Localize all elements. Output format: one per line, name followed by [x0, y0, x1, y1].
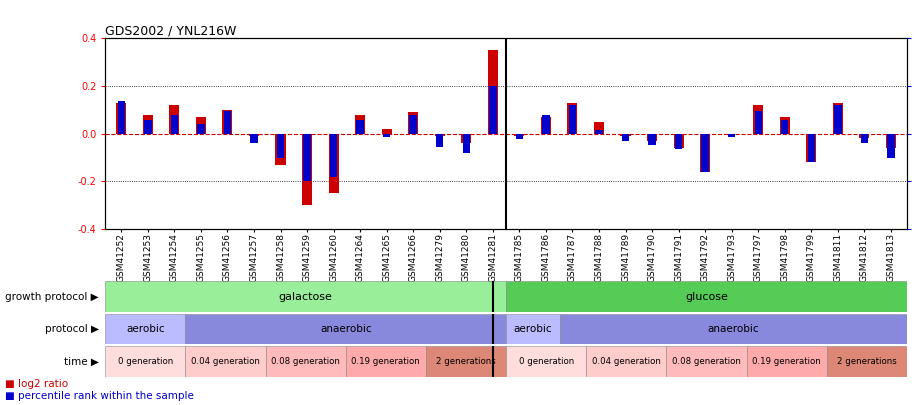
Bar	[143, 115, 153, 134]
Bar	[197, 124, 204, 134]
Text: GDS2002 / YNL216W: GDS2002 / YNL216W	[105, 24, 236, 37]
Bar	[249, 134, 259, 136]
Bar	[506, 314, 560, 344]
Bar	[826, 346, 907, 377]
Bar	[506, 346, 586, 377]
Bar	[834, 105, 842, 134]
Bar	[755, 111, 762, 134]
Bar	[673, 134, 683, 148]
Bar	[806, 134, 816, 162]
Bar	[728, 134, 736, 137]
Bar	[224, 111, 231, 134]
Bar	[250, 134, 257, 143]
Bar	[489, 86, 496, 134]
Text: 0.08 generation: 0.08 generation	[271, 357, 340, 366]
Text: 0.04 generation: 0.04 generation	[191, 357, 260, 366]
Bar	[780, 117, 790, 134]
Bar	[595, 130, 603, 134]
Bar	[675, 134, 682, 149]
Bar	[355, 115, 365, 134]
Bar	[567, 103, 577, 134]
Bar	[170, 115, 178, 134]
Text: anaerobic: anaerobic	[707, 324, 759, 334]
Text: 2 generations: 2 generations	[436, 357, 496, 366]
Bar	[861, 134, 868, 143]
Text: protocol ▶: protocol ▶	[45, 324, 99, 334]
Bar	[383, 134, 390, 137]
Bar	[594, 122, 604, 134]
Bar	[223, 110, 233, 134]
Bar	[356, 120, 364, 134]
Text: galactose: galactose	[278, 292, 333, 302]
Bar	[302, 134, 312, 205]
Bar	[463, 134, 470, 153]
Bar	[105, 281, 506, 312]
Text: ■ log2 ratio: ■ log2 ratio	[5, 379, 68, 389]
Text: anaerobic: anaerobic	[320, 324, 372, 334]
Text: aerobic: aerobic	[514, 324, 552, 334]
Bar	[409, 115, 417, 134]
Text: 0 generation: 0 generation	[518, 357, 573, 366]
Bar	[345, 346, 426, 377]
Bar	[516, 134, 523, 139]
Bar	[586, 346, 666, 377]
Text: 0.19 generation: 0.19 generation	[752, 357, 821, 366]
Bar	[266, 346, 345, 377]
Bar	[859, 134, 869, 139]
Bar	[620, 134, 630, 136]
Bar	[105, 314, 185, 344]
Bar	[116, 103, 126, 134]
Bar	[277, 134, 284, 158]
Text: 2 generations: 2 generations	[837, 357, 897, 366]
Bar	[569, 105, 576, 134]
Bar	[542, 115, 550, 134]
Bar	[540, 117, 551, 134]
Bar	[833, 103, 843, 134]
Bar	[117, 101, 125, 134]
Bar	[329, 134, 339, 193]
Bar	[382, 129, 392, 134]
Bar	[808, 134, 815, 162]
Bar	[196, 117, 206, 134]
Bar	[185, 346, 266, 377]
Text: glucose: glucose	[685, 292, 728, 302]
Bar	[144, 120, 151, 134]
Bar	[435, 134, 445, 136]
Bar	[514, 134, 524, 136]
Text: 0.04 generation: 0.04 generation	[592, 357, 660, 366]
Bar	[303, 134, 311, 181]
Bar	[700, 134, 710, 172]
Bar	[185, 314, 506, 344]
Bar	[560, 314, 907, 344]
Bar	[622, 134, 629, 141]
Text: growth protocol ▶: growth protocol ▶	[5, 292, 99, 302]
Text: 0 generation: 0 generation	[118, 357, 173, 366]
Bar	[105, 346, 185, 377]
Text: ■ percentile rank within the sample: ■ percentile rank within the sample	[5, 392, 193, 401]
Bar	[781, 120, 789, 134]
Bar	[330, 134, 337, 177]
Bar	[702, 134, 709, 172]
Text: aerobic: aerobic	[126, 324, 165, 334]
Bar	[462, 134, 472, 143]
Text: 0.19 generation: 0.19 generation	[352, 357, 420, 366]
Bar	[409, 112, 419, 134]
Text: time ▶: time ▶	[64, 356, 99, 367]
Bar	[506, 281, 907, 312]
Bar	[666, 346, 747, 377]
Bar	[436, 134, 443, 147]
Bar	[169, 105, 180, 134]
Bar	[647, 134, 657, 141]
Bar	[753, 105, 763, 134]
Bar	[886, 134, 896, 148]
Bar	[747, 346, 826, 377]
Bar	[488, 50, 498, 134]
Bar	[888, 134, 895, 158]
Bar	[649, 134, 656, 145]
Bar	[426, 346, 506, 377]
Text: 0.08 generation: 0.08 generation	[672, 357, 741, 366]
Bar	[276, 134, 286, 164]
